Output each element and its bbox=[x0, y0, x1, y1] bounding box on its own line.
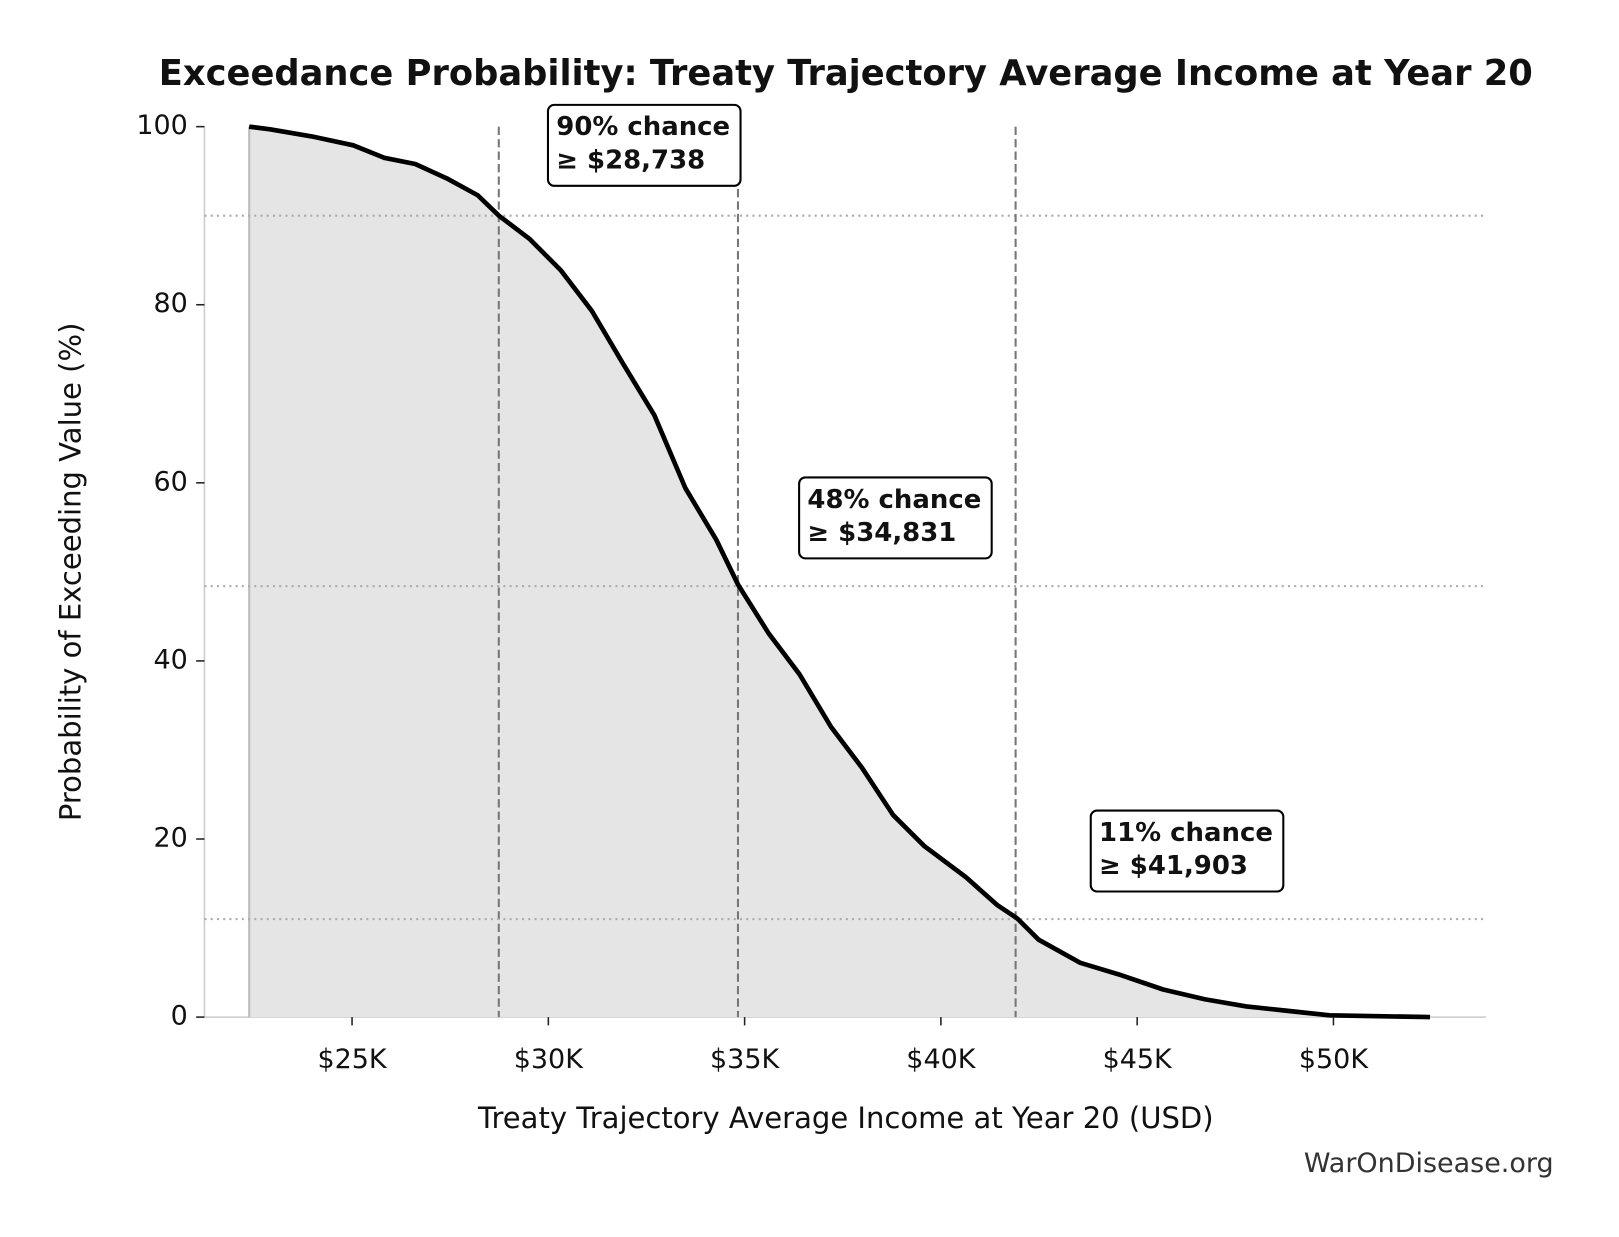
annotation: 48% chance≥ $34,831 bbox=[798, 476, 993, 560]
annotation-text: 48% chance bbox=[807, 485, 981, 515]
annotation-box bbox=[1089, 809, 1285, 893]
annotation-text: 11% chance bbox=[1099, 818, 1273, 848]
y-tick-label: 20 bbox=[154, 823, 188, 854]
y-tick-label: 100 bbox=[136, 110, 187, 141]
annotation-text: ≥ $34,831 bbox=[807, 518, 956, 548]
y-tick-label: 0 bbox=[171, 1001, 188, 1032]
annotation: 90% chance≥ $28,738 bbox=[546, 103, 742, 187]
annotation-box bbox=[546, 103, 742, 187]
x-axis-label: Treaty Trajectory Average Income at Year… bbox=[477, 1101, 1214, 1135]
y-axis-label: Probability of Exceeding Value (%) bbox=[54, 323, 88, 822]
x-tick-label: $30K bbox=[514, 1044, 584, 1075]
y-tick-label: 60 bbox=[154, 466, 188, 497]
annotation-text: ≥ $41,903 bbox=[1099, 851, 1248, 881]
annotation: 11% chance≥ $41,903 bbox=[1089, 809, 1285, 893]
line bbox=[248, 124, 1431, 1020]
annotation-text: ≥ $28,738 bbox=[556, 145, 705, 175]
footer: WarOnDisease.org bbox=[1304, 1148, 1554, 1179]
chart-title: Exceedance Probability: Treaty Trajector… bbox=[159, 53, 1533, 94]
annotation-text: 90% chance bbox=[556, 112, 730, 142]
x-tick-label: $35K bbox=[710, 1044, 780, 1075]
annotation-box bbox=[798, 476, 993, 560]
x-tick-label: $45K bbox=[1103, 1044, 1173, 1075]
x-tick-label: $25K bbox=[317, 1044, 387, 1075]
area-fill bbox=[249, 126, 1431, 1018]
x-tick-label: $40K bbox=[906, 1044, 976, 1075]
y-tick-label: 80 bbox=[154, 288, 188, 319]
y-tick-label: 40 bbox=[154, 644, 188, 675]
x-tick-label: $50K bbox=[1299, 1044, 1369, 1075]
